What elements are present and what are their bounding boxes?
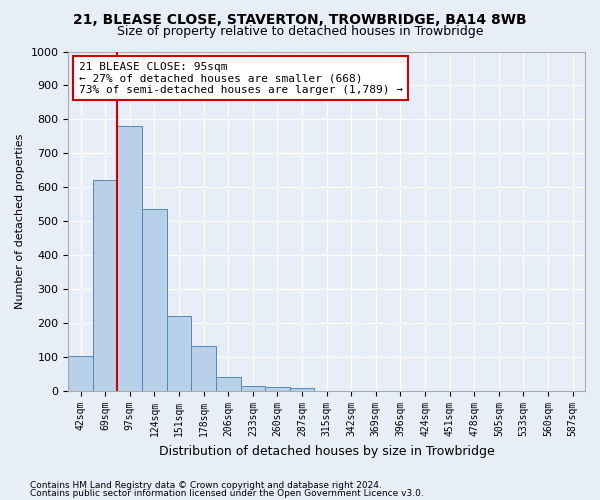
Bar bbox=[118, 126, 142, 391]
Bar bbox=[167, 316, 191, 391]
Bar bbox=[290, 388, 314, 391]
Bar bbox=[265, 387, 290, 391]
Text: Size of property relative to detached houses in Trowbridge: Size of property relative to detached ho… bbox=[117, 25, 483, 38]
Bar bbox=[241, 386, 265, 391]
Bar bbox=[191, 346, 216, 391]
Text: 21 BLEASE CLOSE: 95sqm
← 27% of detached houses are smaller (668)
73% of semi-de: 21 BLEASE CLOSE: 95sqm ← 27% of detached… bbox=[79, 62, 403, 95]
Bar bbox=[142, 210, 167, 391]
Text: Contains public sector information licensed under the Open Government Licence v3: Contains public sector information licen… bbox=[30, 488, 424, 498]
Y-axis label: Number of detached properties: Number of detached properties bbox=[15, 134, 25, 309]
Bar bbox=[68, 356, 93, 391]
Text: Contains HM Land Registry data © Crown copyright and database right 2024.: Contains HM Land Registry data © Crown c… bbox=[30, 481, 382, 490]
Bar bbox=[216, 377, 241, 391]
Bar bbox=[93, 180, 118, 391]
X-axis label: Distribution of detached houses by size in Trowbridge: Distribution of detached houses by size … bbox=[159, 444, 494, 458]
Text: 21, BLEASE CLOSE, STAVERTON, TROWBRIDGE, BA14 8WB: 21, BLEASE CLOSE, STAVERTON, TROWBRIDGE,… bbox=[73, 12, 527, 26]
